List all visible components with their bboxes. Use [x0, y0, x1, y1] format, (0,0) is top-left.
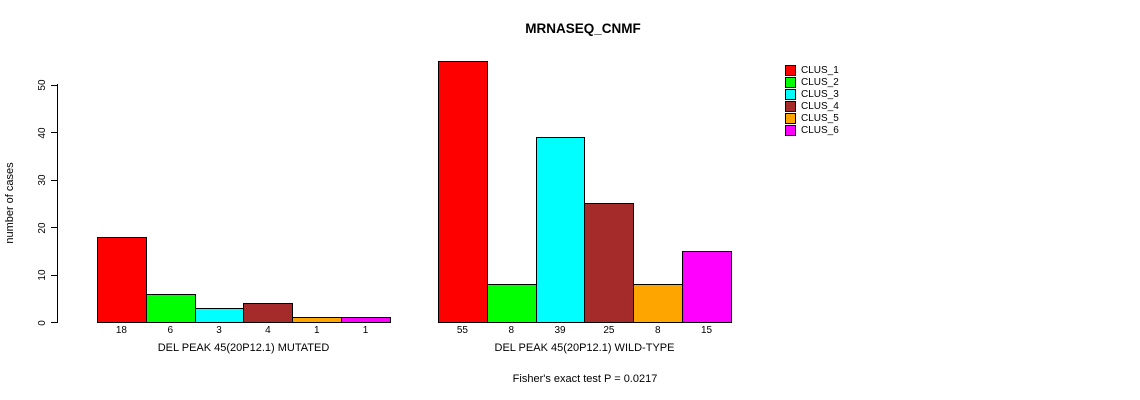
legend-item-clus_6: CLUS_6 [785, 124, 839, 136]
y-tick-label: 20 [37, 221, 48, 234]
chart-title: MRNASEQ_CNMF [525, 21, 641, 36]
bar-clus_4 [243, 303, 294, 323]
x-axis-group-label: DEL PEAK 45(20P12.1) WILD-TYPE [494, 342, 675, 354]
legend-item-clus_2: CLUS_2 [785, 76, 839, 88]
legend-item-clus_3: CLUS_3 [785, 88, 839, 100]
y-tick-label: 40 [37, 126, 48, 139]
legend-swatch-clus_6 [785, 124, 796, 136]
legend-label: CLUS_2 [801, 76, 839, 88]
bar-clus_3 [535, 136, 586, 323]
bar-value-label: 18 [115, 325, 127, 336]
legend-swatch-clus_2 [785, 76, 796, 88]
legend-label: CLUS_6 [801, 124, 839, 136]
y-tick [51, 84, 57, 86]
legend-swatch-clus_4 [785, 100, 796, 112]
bar-value-label: 1 [313, 325, 320, 336]
y-tick-label: 30 [37, 174, 48, 186]
legend-item-clus_5: CLUS_5 [785, 112, 839, 124]
bar-value-label: 8 [508, 325, 515, 336]
bar-value-label: 3 [216, 325, 222, 336]
bar-clus_2 [486, 284, 537, 323]
legend-swatch-clus_3 [785, 88, 796, 100]
bar-value-label: 6 [167, 325, 174, 336]
legend-item-clus_1: CLUS_1 [785, 65, 839, 76]
bar-clus_4 [584, 203, 635, 323]
bar-value-label: 25 [603, 325, 615, 336]
legend-item-clus_4: CLUS_4 [785, 100, 839, 112]
legend-label: CLUS_1 [801, 65, 839, 76]
y-tick-label: 0 [37, 319, 48, 326]
bar-clus_5 [292, 317, 343, 323]
bar-value-label: 15 [701, 325, 713, 336]
legend-label: CLUS_4 [801, 100, 839, 112]
bar-clus_1 [97, 236, 147, 323]
y-tick [51, 132, 57, 133]
bar-value-label: 1 [362, 325, 369, 336]
bar-clus_1 [438, 60, 488, 323]
legend-swatch-clus_5 [785, 112, 796, 124]
y-tick-label: 50 [37, 79, 48, 91]
y-tick [51, 227, 57, 228]
bar-value-label: 4 [265, 325, 271, 336]
y-tick-label: 10 [37, 269, 48, 281]
legend-label: CLUS_5 [801, 112, 839, 124]
bar-clus_2 [145, 293, 196, 323]
bar-clus_6 [341, 317, 391, 323]
bar-value-label: 55 [456, 325, 468, 336]
x-axis-group-label: DEL PEAK 45(20P12.1) MUTATED [157, 342, 330, 354]
y-tick [51, 274, 57, 276]
bar-clus_6 [682, 250, 732, 323]
legend-swatch-clus_1 [785, 65, 796, 76]
annotation-text: Fisher's exact test P = 0.0217 [512, 373, 658, 385]
y-axis-label: number of cases [4, 162, 16, 244]
legend-label: CLUS_3 [801, 88, 839, 100]
y-tick [51, 322, 57, 323]
bar-clus_5 [633, 284, 684, 323]
y-tick [51, 179, 57, 181]
bar-clus_3 [194, 307, 245, 323]
bar-value-label: 39 [554, 325, 566, 336]
bar-value-label: 8 [654, 325, 661, 336]
y-axis-line [57, 84, 58, 323]
